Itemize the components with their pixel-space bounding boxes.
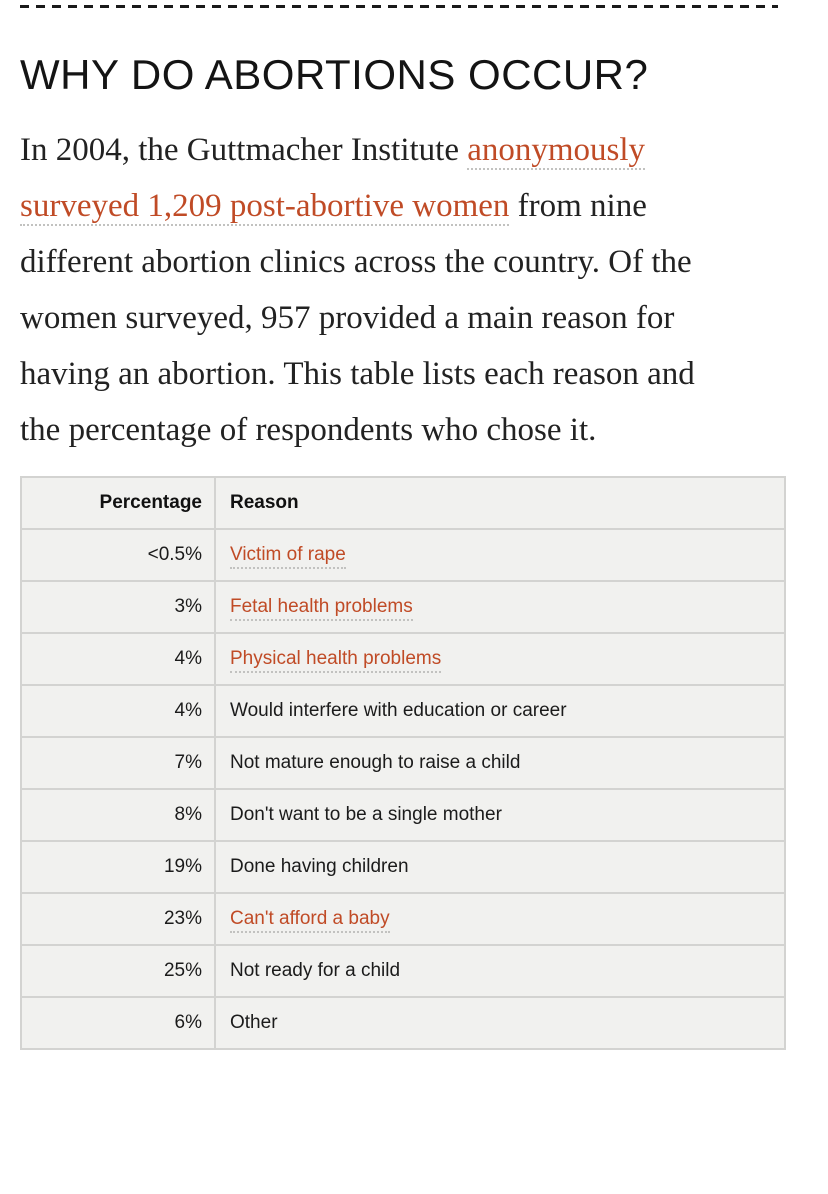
column-header-percentage: Percentage	[20, 476, 216, 530]
column-header-reason: Reason	[214, 476, 786, 530]
percentage-cell: 4%	[20, 684, 216, 738]
reason-cell: Can't afford a baby	[214, 892, 786, 946]
survey-link[interactable]: anonymously surveyed 1,209 post-abortive…	[20, 132, 646, 226]
percentage-cell: 3%	[20, 580, 216, 634]
intro-text-after: from nine different abortion clinics acr…	[20, 188, 695, 448]
table-row: 8% Don't want to be a single mother	[20, 788, 786, 842]
percentage-cell: 25%	[20, 944, 216, 998]
intro-text-before: In 2004, the Guttmacher Institute	[20, 132, 468, 168]
dashed-divider	[20, 5, 778, 8]
reason-cell: Victim of rape	[214, 528, 786, 582]
percentage-cell: <0.5%	[20, 528, 216, 582]
intro-paragraph: In 2004, the Guttmacher Institute anonym…	[20, 122, 710, 458]
reason-cell: Fetal health problems	[214, 580, 786, 634]
reason-link[interactable]: Can't afford a baby	[230, 908, 390, 933]
table-row: 4% Would interfere with education or car…	[20, 684, 786, 738]
table-row: 4% Physical health problems	[20, 632, 786, 686]
table-row: 19% Done having children	[20, 840, 786, 894]
reason-link[interactable]: Victim of rape	[230, 544, 346, 569]
reason-cell: Other	[214, 996, 786, 1050]
table-body: <0.5% Victim of rape 3% Fetal health pro…	[20, 528, 786, 1050]
table-header-row: Percentage Reason	[20, 476, 786, 530]
reason-link[interactable]: Physical health problems	[230, 648, 442, 673]
reason-cell: Not ready for a child	[214, 944, 786, 998]
reason-cell: Would interfere with education or career	[214, 684, 786, 738]
table-row: 23% Can't afford a baby	[20, 892, 786, 946]
page-title: WHY DO ABORTIONS OCCUR?	[20, 51, 649, 98]
percentage-cell: 4%	[20, 632, 216, 686]
table-row: 25% Not ready for a child	[20, 944, 786, 998]
table-row: 7% Not mature enough to raise a child	[20, 736, 786, 790]
reason-cell: Not mature enough to raise a child	[214, 736, 786, 790]
reason-cell: Done having children	[214, 840, 786, 894]
table-row: 3% Fetal health problems	[20, 580, 786, 634]
reason-link[interactable]: Fetal health problems	[230, 596, 413, 621]
percentage-cell: 8%	[20, 788, 216, 842]
percentage-cell: 7%	[20, 736, 216, 790]
reason-cell: Don't want to be a single mother	[214, 788, 786, 842]
reasons-table: Percentage Reason <0.5% Victim of rape 3…	[20, 476, 786, 1050]
percentage-cell: 23%	[20, 892, 216, 946]
reason-cell: Physical health problems	[214, 632, 786, 686]
table-row: 6% Other	[20, 996, 786, 1050]
percentage-cell: 19%	[20, 840, 216, 894]
percentage-cell: 6%	[20, 996, 216, 1050]
table-row: <0.5% Victim of rape	[20, 528, 786, 582]
